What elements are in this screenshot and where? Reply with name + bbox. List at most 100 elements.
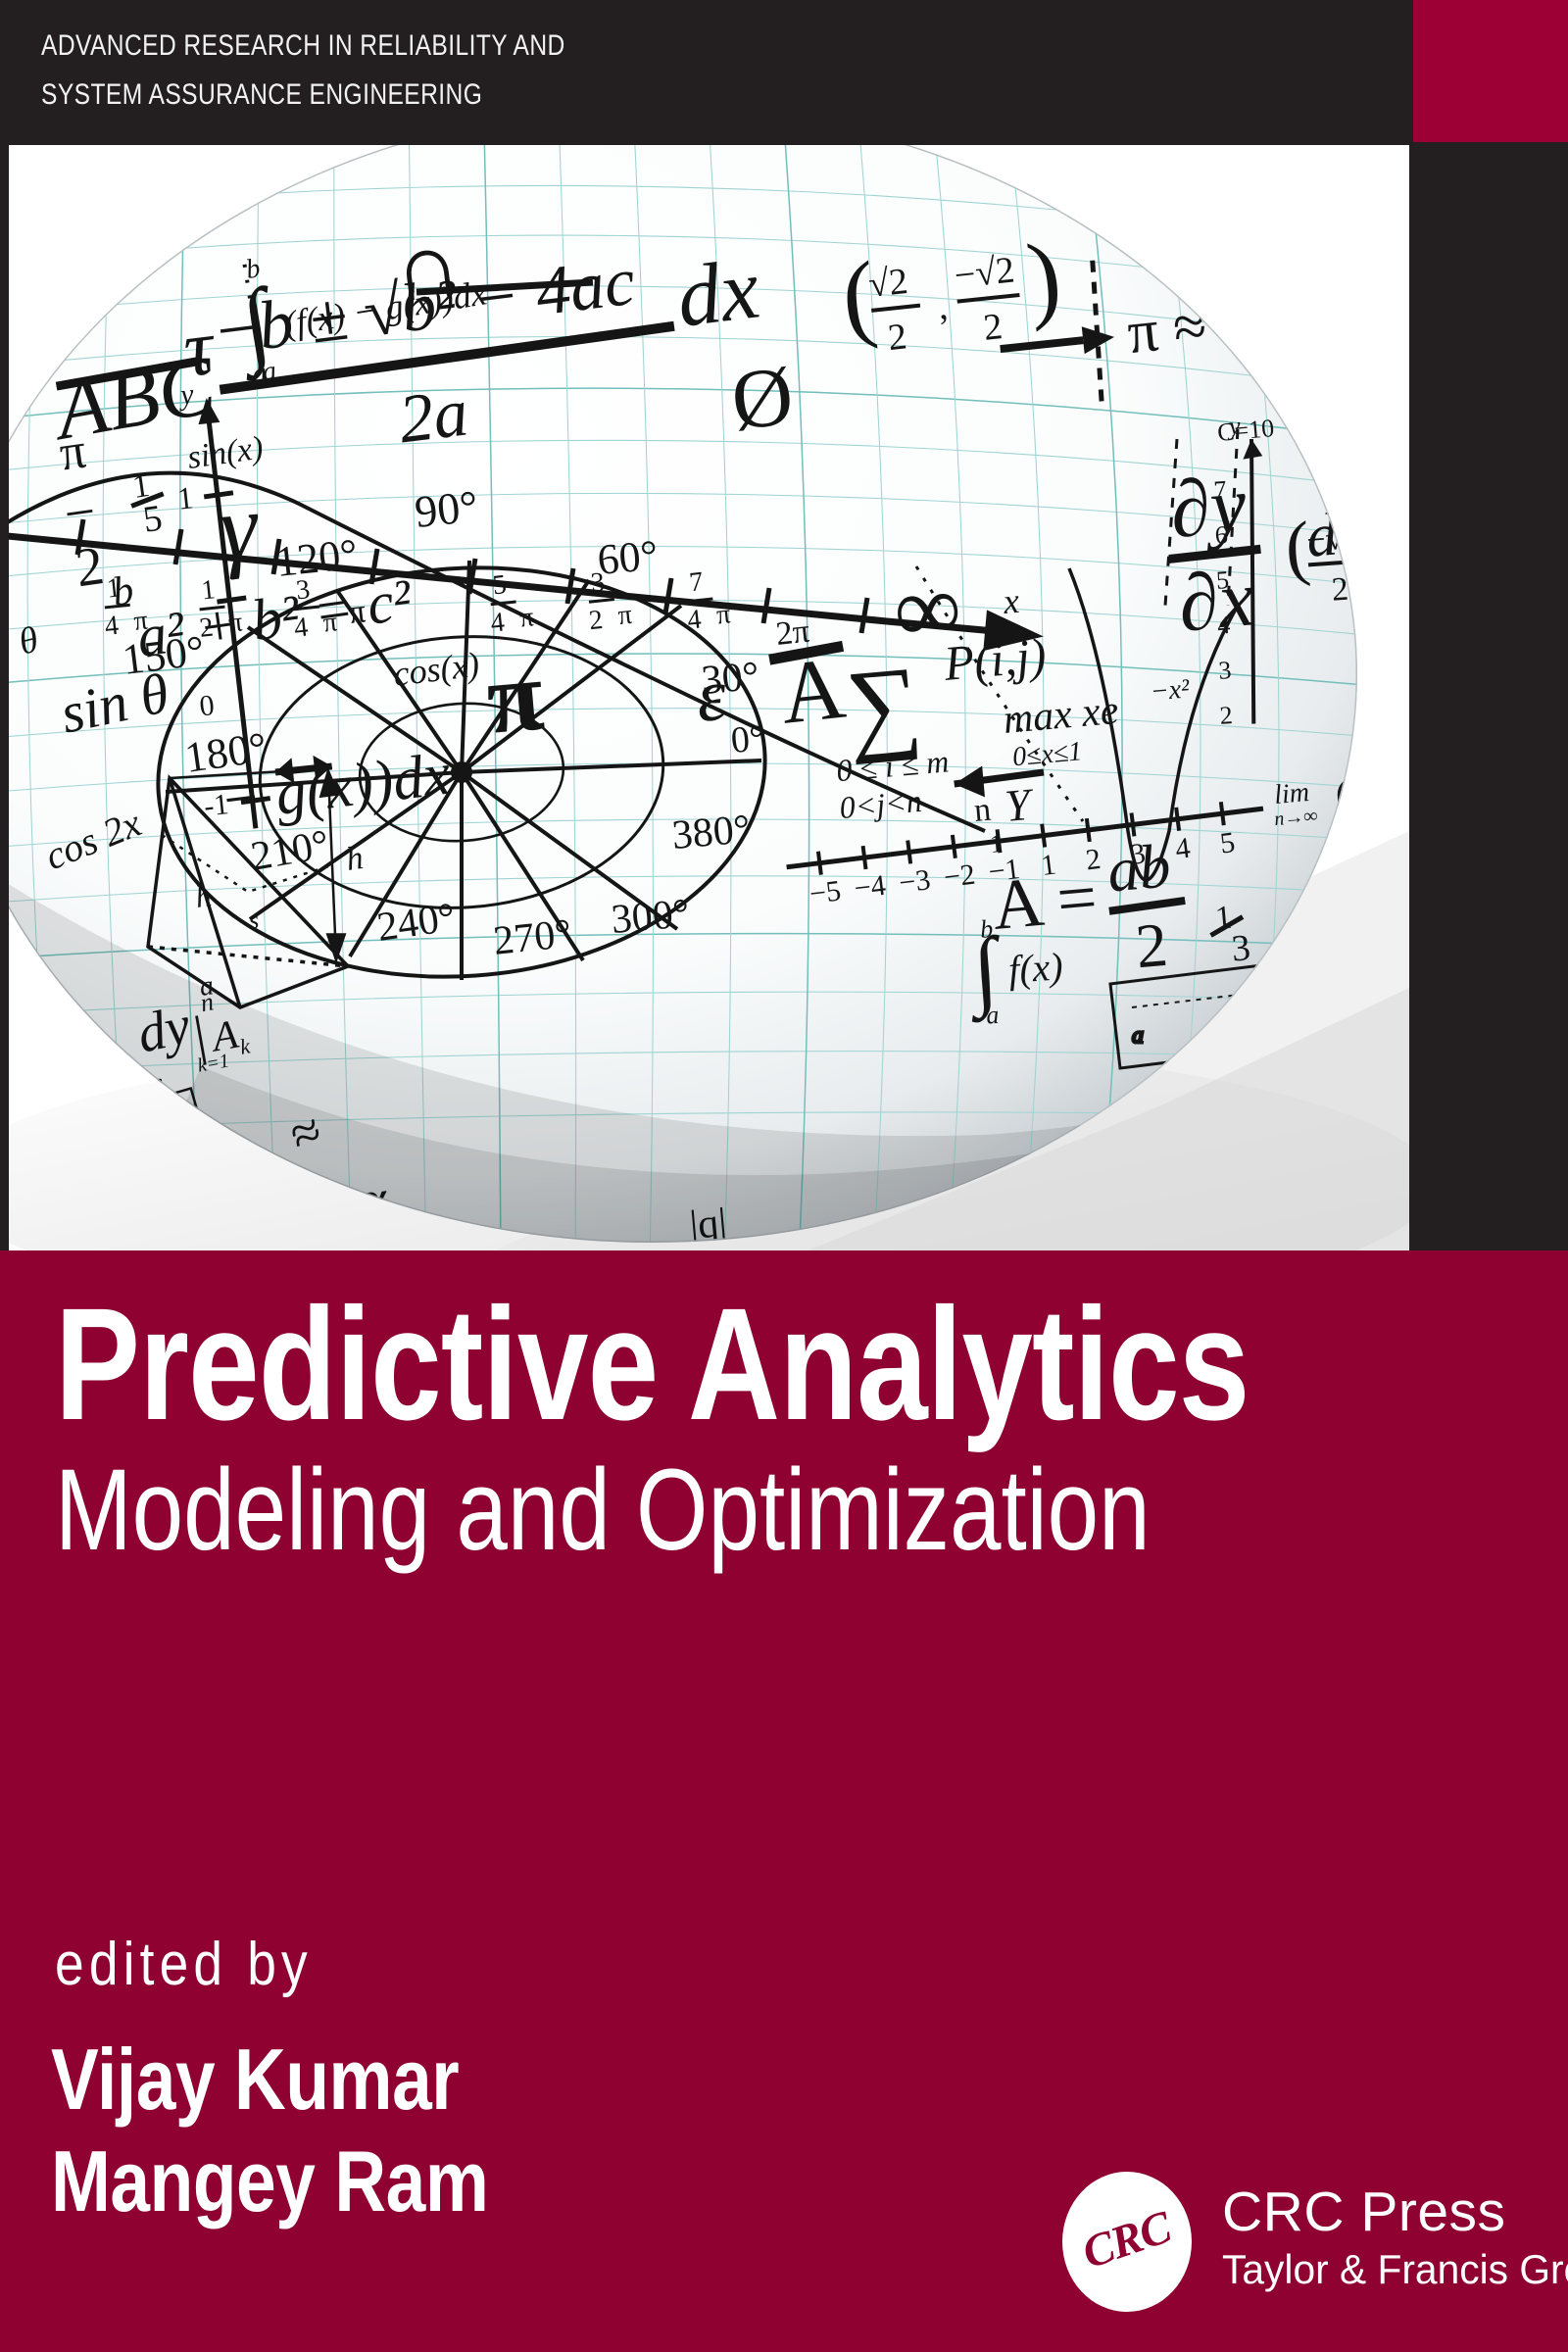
svg-text:−3: −3 xyxy=(898,863,933,900)
svg-text:ε: ε xyxy=(693,654,729,738)
svg-text:270°: 270° xyxy=(491,911,573,964)
svg-text:2: 2 xyxy=(886,316,908,359)
svg-text:300°: 300° xyxy=(610,891,692,943)
svg-text:2π: 2π xyxy=(774,613,811,653)
publisher-logo: CRC CRC Press Taylor & Francis Group xyxy=(1062,2170,1568,2317)
svg-text:4: 4 xyxy=(1173,832,1192,866)
book-subtitle: Modeling and Optimization xyxy=(55,1446,1151,1575)
svg-text:f(x): f(x) xyxy=(1006,944,1064,992)
svg-text:−1: −1 xyxy=(987,853,1022,889)
svg-text:y: y xyxy=(176,377,196,412)
svg-text:150°: 150° xyxy=(120,626,207,684)
svg-text:4: 4 xyxy=(1216,611,1231,640)
svg-text:A: A xyxy=(776,640,850,743)
svg-text:6: 6 xyxy=(1214,520,1229,550)
svg-text:π: π xyxy=(616,600,633,631)
svg-text:1: 1 xyxy=(105,572,122,604)
svg-text:380°: 380° xyxy=(670,807,753,858)
svg-text:5: 5 xyxy=(1215,565,1230,595)
svg-text:a: a xyxy=(985,1001,1000,1030)
svg-text:2: 2 xyxy=(982,306,1004,349)
svg-text:0: 0 xyxy=(198,689,216,722)
svg-text:√2: √2 xyxy=(866,261,909,306)
svg-text:ab: ab xyxy=(1104,830,1173,905)
svg-text:−2: −2 xyxy=(942,858,977,895)
svg-text:P(i,j): P(i,j) xyxy=(941,627,1049,691)
publisher-name: CRC Press xyxy=(1222,2180,1506,2243)
series-accent-block xyxy=(1413,0,1568,142)
series-title-line1: ADVANCED RESEARCH IN RELIABILITY AND xyxy=(41,29,565,62)
svg-text:∂y: ∂y xyxy=(1167,460,1250,555)
svg-text:5: 5 xyxy=(1218,826,1237,860)
svg-text:2a: 2a xyxy=(395,374,472,458)
svg-text:240°: 240° xyxy=(374,895,458,951)
svg-text:3: 3 xyxy=(1217,656,1232,685)
crc-monogram: CRC xyxy=(1062,2170,1192,2310)
svg-text:2: 2 xyxy=(1219,701,1234,730)
svg-text:π: π xyxy=(715,599,732,630)
svg-text:−√2: −√2 xyxy=(953,249,1016,296)
svg-text:π: π xyxy=(132,606,149,637)
svg-text:A =: A = xyxy=(989,858,1100,945)
svg-text:2: 2 xyxy=(1084,843,1102,877)
svg-text:Ø: Ø xyxy=(727,348,798,448)
svg-text:2: 2 xyxy=(1133,909,1170,982)
svg-text:4: 4 xyxy=(293,612,310,643)
svg-text:,: , xyxy=(936,286,950,328)
svg-text:lim: lim xyxy=(1273,777,1310,810)
svg-text:n: n xyxy=(198,987,216,1017)
series-band xyxy=(0,0,1568,145)
svg-text:π: π xyxy=(518,602,535,633)
svg-text:x: x xyxy=(1001,581,1020,621)
book-title: Predictive Analytics xyxy=(55,1274,1250,1453)
svg-text:0≤x≤1: 0≤x≤1 xyxy=(1011,736,1084,772)
editor-name: Vijay Kumar xyxy=(51,2031,460,2128)
svg-text:a: a xyxy=(198,970,216,1003)
crc-monogram-text: CRC xyxy=(1076,2201,1178,2278)
svg-text:max xe: max xe xyxy=(1002,688,1120,743)
svg-text:7: 7 xyxy=(688,566,705,598)
svg-text:dx: dx xyxy=(672,241,764,345)
svg-text:π: π xyxy=(347,593,368,631)
svg-text:∑: ∑ xyxy=(842,645,925,765)
svg-text:∞: ∞ xyxy=(890,553,966,663)
svg-text:n→∞: n→∞ xyxy=(1273,805,1318,830)
cover-artwork: ( n k ) ABC b ∫ a (f(x) xyxy=(5,145,1409,1250)
svg-text:b: b xyxy=(244,253,263,285)
svg-text:4: 4 xyxy=(103,611,120,642)
svg-text:0<j<n: 0<j<n xyxy=(838,783,923,825)
svg-text:1: 1 xyxy=(200,574,217,606)
svg-text:1: 1 xyxy=(989,829,1004,858)
svg-text:3: 3 xyxy=(295,574,312,606)
svg-text:π: π xyxy=(321,607,338,638)
svg-text:2: 2 xyxy=(587,605,604,636)
math-sphere-illustration: ( n k ) ABC b ∫ a (f(x) xyxy=(5,145,1409,1250)
svg-text:b: b xyxy=(979,914,994,944)
svg-text:60°: 60° xyxy=(596,531,661,584)
svg-text:C=10: C=10 xyxy=(1216,414,1275,447)
series-title-line2: SYSTEM ASSURANCE ENGINEERING xyxy=(41,78,483,111)
editor-list: Vijay Kumar Mangey Ram xyxy=(51,2029,1031,2232)
svg-text:1: 1 xyxy=(1039,848,1057,882)
svg-text:−4: −4 xyxy=(853,869,888,906)
edited-by-label: edited by xyxy=(55,1931,313,1998)
svg-text:|q|: |q| xyxy=(688,1200,729,1249)
svg-text:−x²: −x² xyxy=(1150,673,1192,707)
svg-text:(: ( xyxy=(1283,507,1312,589)
svg-text:1: 1 xyxy=(175,479,195,515)
svg-text:−5: −5 xyxy=(808,874,843,910)
svg-text:∂x: ∂x xyxy=(1175,553,1258,648)
svg-text:a: a xyxy=(1132,1023,1144,1049)
svg-text:2: 2 xyxy=(198,612,215,644)
svg-text:1: 1 xyxy=(130,467,152,506)
svg-text:∩: ∩ xyxy=(387,210,467,322)
svg-text:n: n xyxy=(972,792,992,829)
lower-color-field xyxy=(0,1250,1568,2352)
editor-name: Mangey Ram xyxy=(51,2132,489,2230)
svg-text:2: 2 xyxy=(1331,571,1350,609)
svg-text:120°: 120° xyxy=(273,529,360,585)
crc-disc-icon xyxy=(1062,2172,1192,2312)
svg-text:4: 4 xyxy=(489,607,506,638)
svg-text:90°: 90° xyxy=(413,480,480,536)
